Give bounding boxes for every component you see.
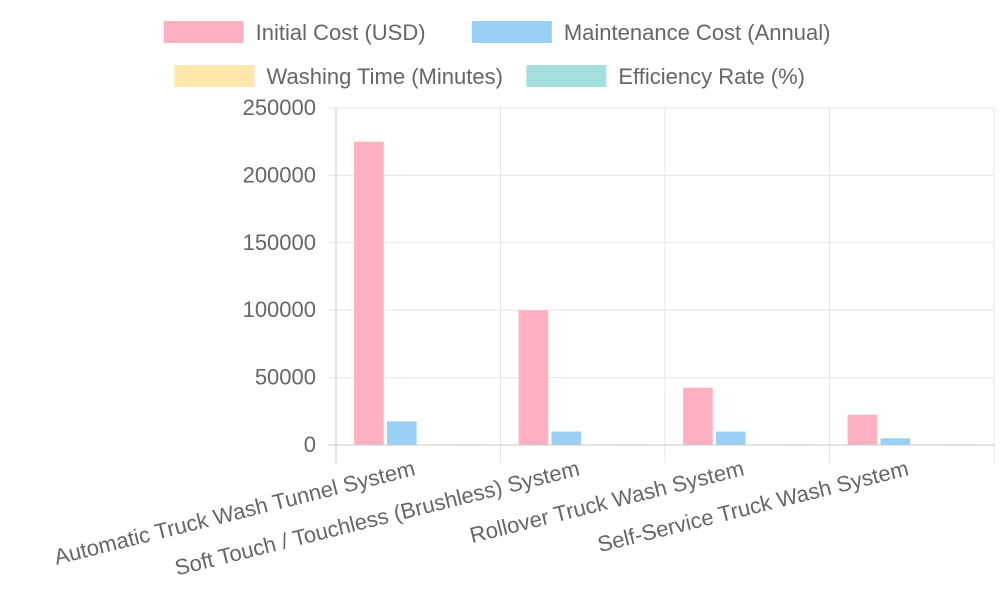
y-tick-label: 50000 — [255, 365, 316, 390]
y-axis-ticks: 0 50000 100000 150000 200000 250000 — [243, 95, 316, 457]
legend-item: Initial Cost (USD) — [163, 20, 426, 45]
legend-item: Washing Time (Minutes) — [174, 64, 503, 89]
legend-label: Maintenance Cost (Annual) — [564, 20, 831, 45]
y-tick-label: 200000 — [243, 162, 316, 187]
bar — [551, 431, 582, 445]
bar — [880, 438, 911, 445]
y-tick-label: 150000 — [243, 230, 316, 255]
bar — [847, 414, 878, 445]
legend-swatch — [174, 65, 255, 87]
y-tick-label: 250000 — [243, 95, 316, 120]
legend: Initial Cost (USD) Maintenance Cost (Annu… — [163, 20, 831, 89]
x-tick-label: Self-Service Truck Wash System — [595, 456, 911, 558]
bar — [683, 387, 713, 445]
y-tick-label: 0 — [304, 432, 316, 457]
legend-item: Maintenance Cost (Annual) — [471, 20, 831, 45]
bars — [354, 141, 976, 445]
legend-swatch — [526, 65, 607, 87]
legend-label: Washing Time (Minutes) — [267, 64, 503, 89]
bar — [518, 310, 549, 445]
bar — [354, 141, 384, 445]
axes — [335, 108, 994, 446]
bar — [386, 421, 417, 445]
legend-swatch — [471, 21, 552, 43]
y-tick-label: 100000 — [243, 297, 316, 322]
grid — [328, 107, 995, 463]
bar — [715, 431, 746, 445]
legend-label: Efficiency Rate (%) — [618, 64, 805, 89]
legend-label: Initial Cost (USD) — [256, 20, 426, 45]
legend-swatch — [163, 21, 244, 43]
legend-item: Efficiency Rate (%) — [526, 64, 805, 89]
